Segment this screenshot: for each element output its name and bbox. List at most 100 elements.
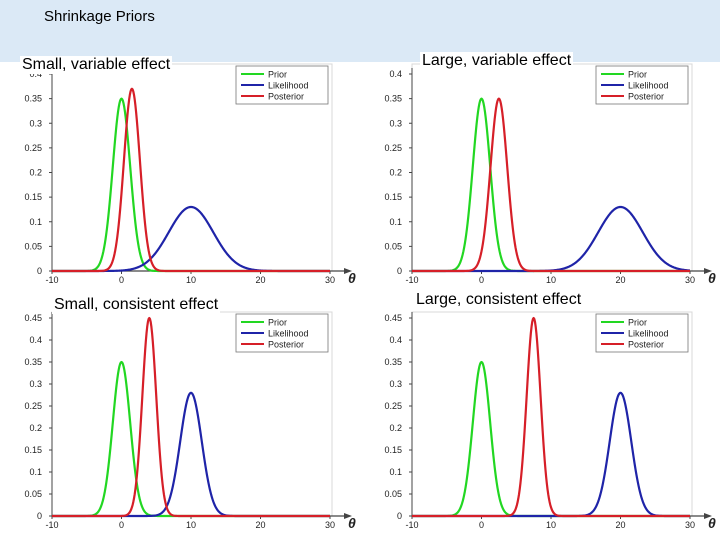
y-tick-label: 0.2	[29, 168, 42, 178]
legend-label-prior: Prior	[628, 318, 647, 328]
y-tick-label: 0.3	[389, 118, 402, 128]
y-tick-label: 0.4	[29, 335, 42, 345]
y-tick-label: 0	[397, 511, 402, 521]
panel-title-small-consistent: Small, consistent effect	[52, 296, 221, 314]
x-tick-label: 0	[479, 520, 484, 530]
legend-label-prior: Prior	[268, 318, 287, 328]
series-prior-line	[51, 97, 331, 273]
y-tick-label: 0.2	[389, 423, 402, 433]
x-axis-arrow	[344, 513, 352, 519]
series-prior-line	[411, 97, 691, 273]
y-tick-label: 0	[37, 511, 42, 521]
y-tick-label: 0.4	[389, 335, 402, 345]
x-axis-label: θ	[708, 270, 716, 286]
y-tick-label: 0.35	[384, 357, 402, 367]
y-tick-label: 0.1	[29, 467, 42, 477]
y-tick-label: 0.15	[24, 192, 42, 202]
y-tick-label: 0.2	[389, 168, 402, 178]
y-tick-label: 0.45	[24, 313, 42, 323]
y-tick-label: 0.25	[384, 401, 402, 411]
legend-label-prior: Prior	[268, 70, 287, 80]
x-tick-label: 10	[546, 275, 556, 285]
x-tick-label: 30	[325, 520, 335, 530]
x-tick-label: 0	[479, 275, 484, 285]
panel-title-large-variable: Large, variable effect	[420, 52, 574, 70]
y-tick-label: 0.25	[384, 143, 402, 153]
x-axis-arrow	[344, 268, 352, 274]
legend-label-posterior: Posterior	[628, 92, 664, 102]
x-tick-label: -10	[405, 275, 418, 285]
y-tick-label: 0.2	[29, 423, 42, 433]
series-posterior-line	[51, 87, 331, 273]
y-tick-label: 0.15	[384, 192, 402, 202]
legend-label-likelihood: Likelihood	[628, 329, 669, 339]
x-tick-label: 30	[325, 275, 335, 285]
x-tick-label: 10	[546, 520, 556, 530]
y-tick-label: 0.3	[29, 118, 42, 128]
legend-label-posterior: Posterior	[628, 340, 664, 350]
x-tick-label: 20	[615, 275, 625, 285]
x-tick-label: 20	[255, 520, 265, 530]
y-tick-label: 0.25	[24, 143, 42, 153]
x-axis-arrow	[704, 268, 712, 274]
legend-label-prior: Prior	[628, 70, 647, 80]
y-tick-label: 0.35	[384, 94, 402, 104]
y-tick-label: 0.25	[24, 401, 42, 411]
legend-label-likelihood: Likelihood	[268, 329, 309, 339]
panel-title-large-consistent: Large, consistent effect	[414, 291, 584, 309]
y-tick-label: 0.3	[389, 379, 402, 389]
y-tick-label: 0.1	[29, 217, 42, 227]
y-tick-label: 0.35	[24, 94, 42, 104]
y-tick-label: 0.05	[24, 241, 42, 251]
series-prior-line	[411, 360, 691, 518]
series-posterior-line	[411, 316, 691, 518]
y-tick-label: 0.35	[24, 357, 42, 367]
x-axis-label: θ	[348, 270, 356, 286]
series-posterior-line	[51, 316, 331, 518]
x-tick-label: 0	[119, 520, 124, 530]
x-tick-label: 20	[615, 520, 625, 530]
legend-label-likelihood: Likelihood	[628, 81, 669, 91]
y-tick-label: 0	[397, 266, 402, 276]
chart-panel-2: 00.050.10.150.20.250.30.350.4-10 0 10 20 30 θ…	[384, 63, 716, 286]
y-tick-label: 0.15	[384, 445, 402, 455]
y-tick-label: 0.1	[389, 217, 402, 227]
chart-panel-1: 00.050.10.150.20.250.30.350.4-10 0 10 20 30 θ…	[24, 63, 356, 286]
y-tick-label: 0	[37, 266, 42, 276]
series-posterior-line	[411, 97, 691, 273]
y-tick-label: 0.4	[389, 69, 402, 79]
y-tick-label: 0.3	[29, 379, 42, 389]
x-tick-label: 0	[119, 275, 124, 285]
legend-label-posterior: Posterior	[268, 340, 304, 350]
x-tick-label: 30	[685, 520, 695, 530]
x-tick-label: 30	[685, 275, 695, 285]
x-axis-arrow	[704, 513, 712, 519]
series-likelihood-line	[51, 205, 331, 273]
y-tick-label: 0.05	[384, 241, 402, 251]
series-likelihood-line	[411, 205, 691, 273]
y-tick-label: 0.15	[24, 445, 42, 455]
legend-label-posterior: Posterior	[268, 92, 304, 102]
x-tick-label: -10	[45, 275, 58, 285]
y-tick-label: 0.05	[24, 489, 42, 499]
x-tick-label: 10	[186, 275, 196, 285]
x-axis-label: θ	[348, 515, 356, 531]
series-likelihood-line	[411, 391, 691, 518]
header-bar	[0, 0, 720, 62]
x-tick-label: 20	[255, 275, 265, 285]
chart-panel-3: 00.050.10.150.20.250.30.350.40.45-10 0 10 2…	[24, 311, 356, 531]
series-prior-line	[51, 360, 331, 518]
chart-panel-4: 00.050.10.150.20.250.30.350.40.45-10 0 10 2…	[384, 311, 716, 531]
x-axis-label: θ	[708, 515, 716, 531]
y-tick-label: 0.45	[384, 313, 402, 323]
y-tick-label: 0.1	[389, 467, 402, 477]
legend-label-likelihood: Likelihood	[268, 81, 309, 91]
x-tick-label: 10	[186, 520, 196, 530]
series-likelihood-line	[51, 391, 331, 518]
slide-title: Shrinkage Priors	[44, 8, 155, 25]
y-tick-label: 0.05	[384, 489, 402, 499]
x-tick-label: -10	[405, 520, 418, 530]
x-tick-label: -10	[45, 520, 58, 530]
y-tick-label: 0.4	[29, 69, 42, 79]
